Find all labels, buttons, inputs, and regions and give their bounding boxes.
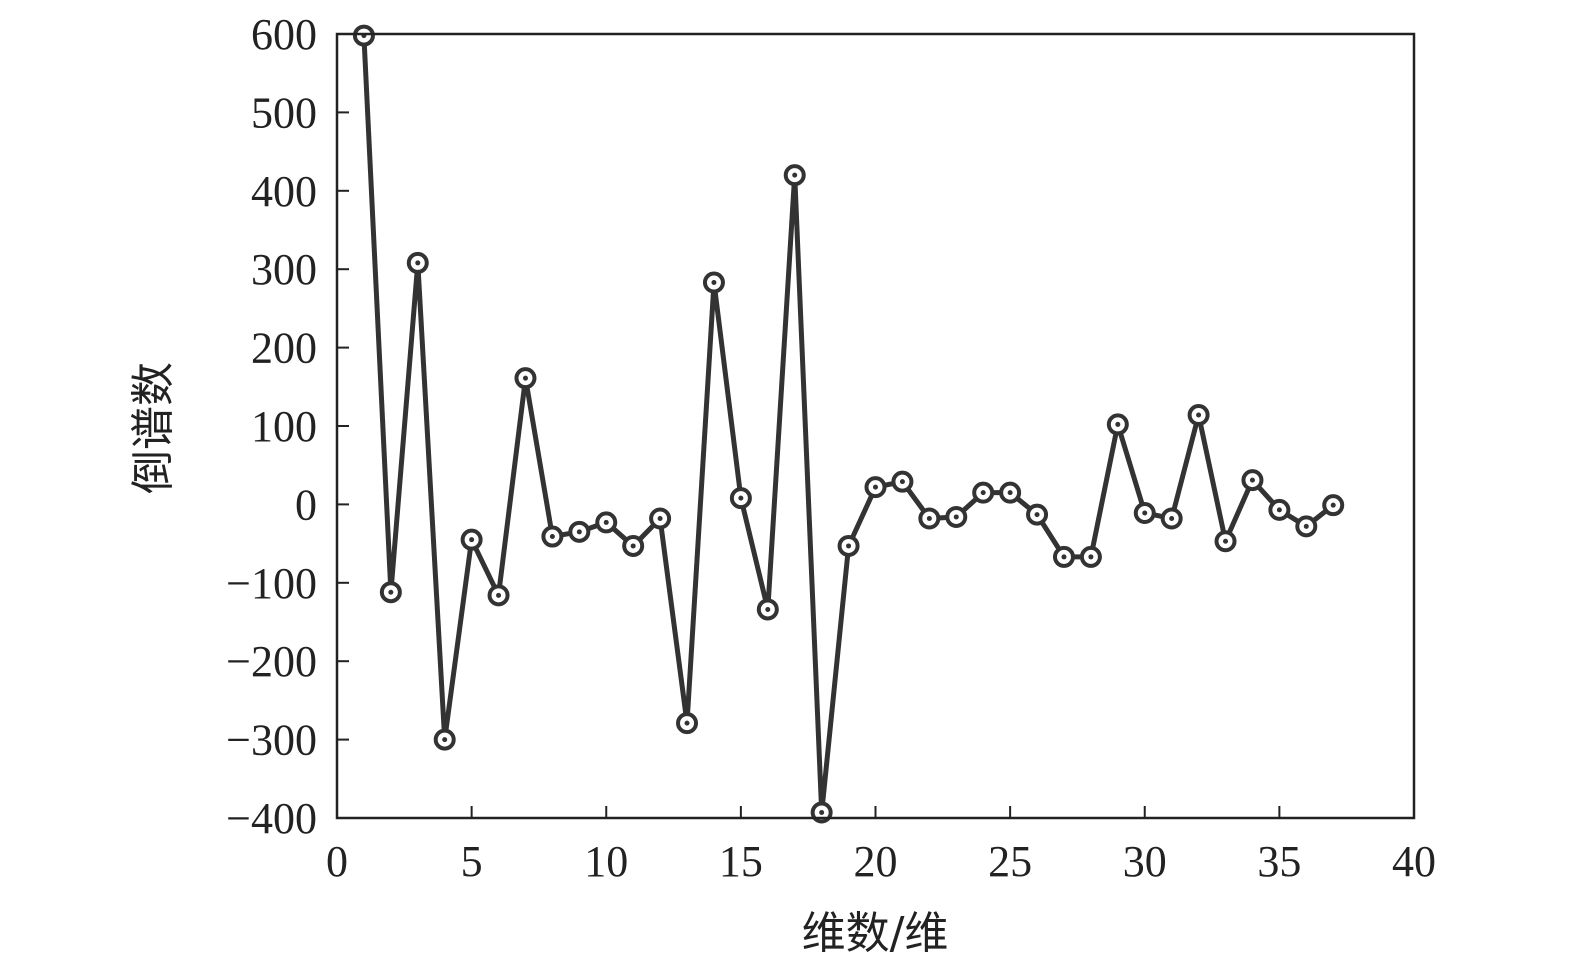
data-point-center bbox=[442, 737, 448, 743]
data-point-center bbox=[1196, 412, 1202, 418]
data-point-center bbox=[1276, 507, 1282, 513]
data-point-center bbox=[496, 592, 502, 598]
data-point-center bbox=[1061, 554, 1067, 560]
y-tick-label: −300 bbox=[226, 716, 317, 765]
y-tick-label: −400 bbox=[226, 794, 317, 843]
series-layer bbox=[352, 24, 1345, 824]
y-tick-label: 100 bbox=[251, 402, 317, 451]
x-tick-label: 40 bbox=[1392, 837, 1436, 886]
data-point-center bbox=[1330, 502, 1336, 508]
data-point-center bbox=[576, 529, 582, 535]
y-tick-label: 400 bbox=[251, 167, 317, 216]
data-point-center bbox=[846, 543, 852, 549]
series-line bbox=[361, 35, 1335, 813]
x-tick-label: 5 bbox=[461, 837, 483, 886]
y-tick-label: 500 bbox=[251, 88, 317, 137]
data-point-center bbox=[603, 519, 609, 525]
y-tick-label: −200 bbox=[226, 637, 317, 686]
y-axis-label: 倒谱数 bbox=[128, 362, 179, 494]
data-point-center bbox=[469, 537, 475, 543]
y-tick-label: −100 bbox=[226, 559, 317, 608]
data-point-center bbox=[980, 490, 986, 496]
x-tick-label: 15 bbox=[719, 837, 763, 886]
data-point-center bbox=[549, 534, 555, 540]
data-point-center bbox=[1142, 510, 1148, 516]
data-point-center bbox=[1169, 516, 1175, 522]
data-point-center bbox=[630, 543, 636, 549]
y-tick-label: 600 bbox=[251, 10, 317, 59]
y-tick-label: 200 bbox=[251, 324, 317, 373]
x-tick-label: 30 bbox=[1123, 837, 1167, 886]
data-point-center bbox=[738, 495, 744, 501]
data-point-center bbox=[1303, 523, 1309, 529]
data-point-center bbox=[792, 172, 798, 178]
x-tick-label: 10 bbox=[584, 837, 628, 886]
x-tick-label: 35 bbox=[1257, 837, 1301, 886]
data-point-center bbox=[711, 280, 717, 286]
data-point-center bbox=[388, 589, 394, 595]
data-point-center bbox=[765, 606, 771, 612]
x-tick-label: 0 bbox=[326, 837, 348, 886]
data-point-center bbox=[899, 479, 905, 485]
data-point-center bbox=[415, 260, 421, 266]
data-point-center bbox=[926, 516, 932, 522]
data-point-center bbox=[1088, 554, 1094, 560]
data-point-center bbox=[873, 484, 878, 490]
data-point-center bbox=[684, 720, 690, 726]
data-point-center bbox=[522, 375, 528, 381]
x-tick-label: 20 bbox=[854, 837, 898, 886]
data-point-center bbox=[819, 810, 825, 816]
axis-layer: 0 5 10 15 20 25 30 35 40 600 500 400 300 200 100 0 −100 −… bbox=[226, 10, 1436, 886]
data-point-center bbox=[1249, 477, 1255, 483]
data-point-center bbox=[953, 514, 959, 520]
y-tick-label: 300 bbox=[251, 245, 317, 294]
data-point-center bbox=[1034, 512, 1040, 518]
x-axis-label: 维数/维 bbox=[802, 908, 949, 959]
y-tick-label: 0 bbox=[295, 480, 317, 529]
plot-frame bbox=[335, 32, 1416, 820]
data-point-center bbox=[1115, 421, 1121, 427]
data-point-center bbox=[1007, 490, 1013, 496]
data-point-center bbox=[657, 516, 663, 522]
data-point-center bbox=[1223, 538, 1229, 544]
x-tick-label: 25 bbox=[988, 837, 1032, 886]
